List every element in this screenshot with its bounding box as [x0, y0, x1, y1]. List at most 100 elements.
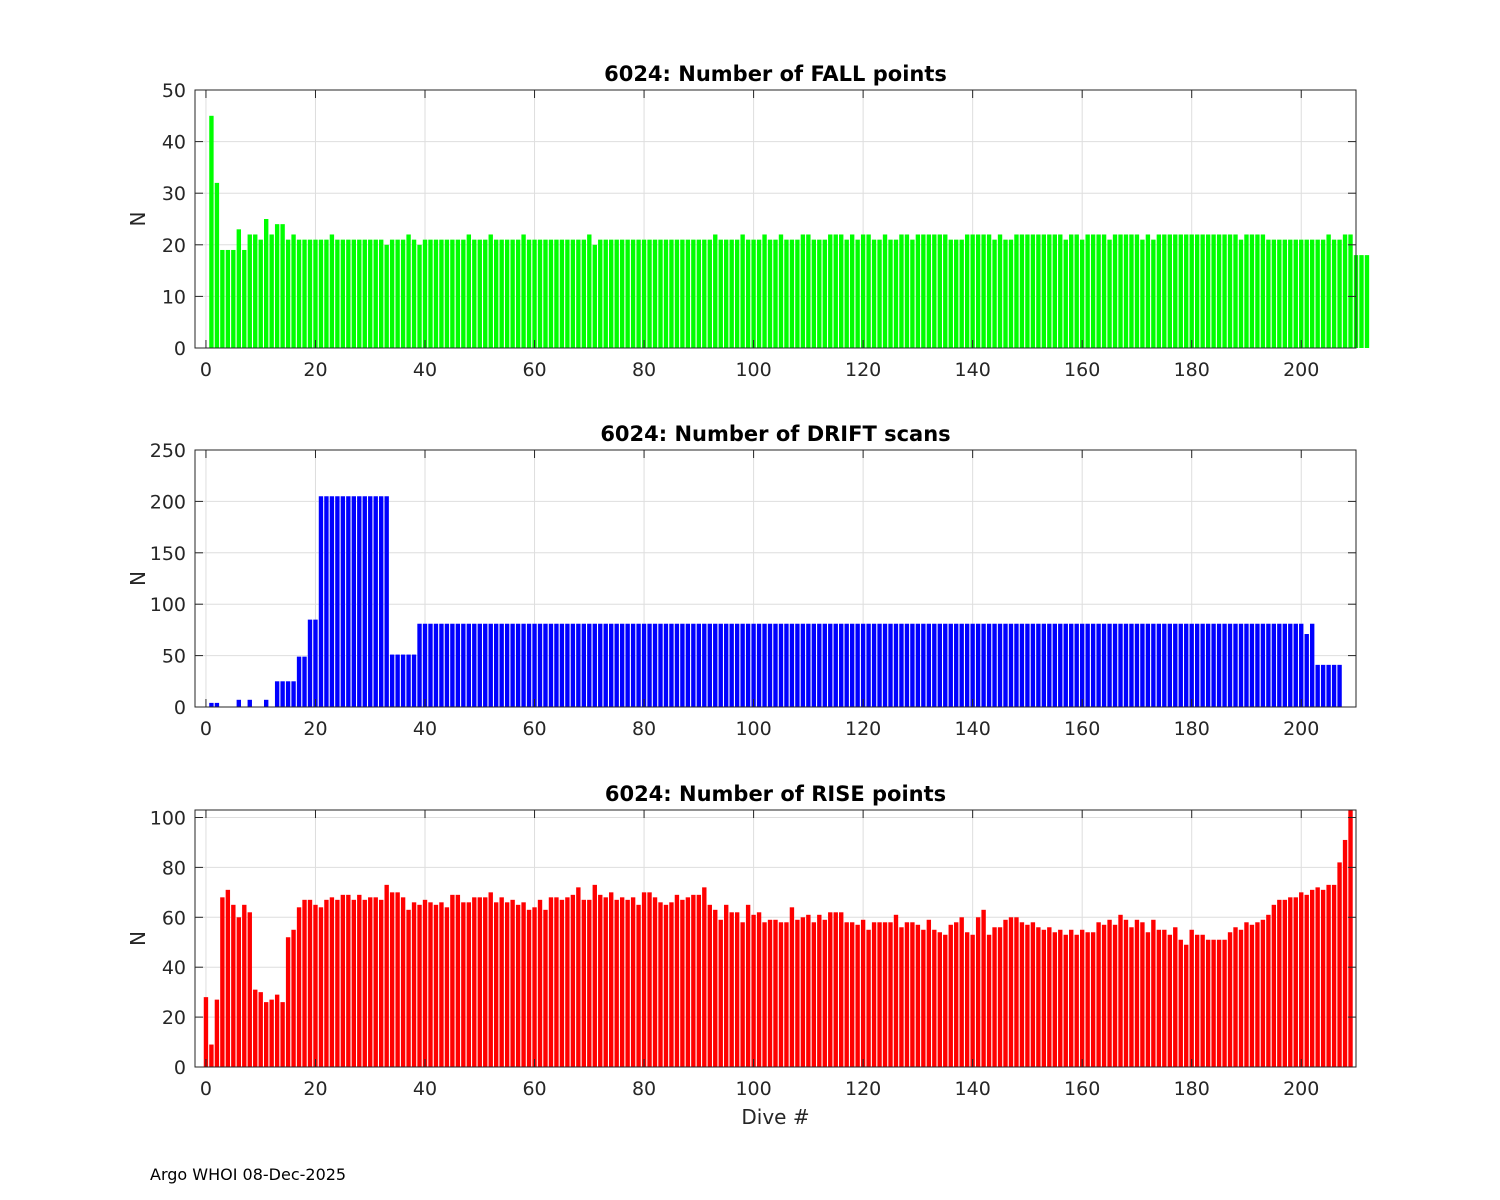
- bar: [948, 239, 953, 348]
- y-tick-label: 250: [150, 440, 186, 462]
- bar: [379, 496, 384, 707]
- bar: [1173, 234, 1178, 348]
- bar: [389, 654, 395, 707]
- bar: [433, 904, 439, 1067]
- x-tick-label: 40: [413, 718, 437, 740]
- bar: [1090, 234, 1096, 348]
- bar: [389, 239, 395, 348]
- bar: [937, 932, 942, 1067]
- bar: [455, 894, 461, 1067]
- bar: [734, 623, 740, 707]
- bar: [866, 234, 871, 348]
- bar: [1364, 255, 1370, 348]
- bar: [932, 623, 937, 707]
- bar: [800, 623, 806, 707]
- bar: [335, 239, 340, 348]
- bar: [1112, 924, 1118, 1067]
- bar: [258, 992, 263, 1067]
- bar: [395, 892, 400, 1067]
- bar: [910, 623, 915, 707]
- y-tick-label: 0: [174, 338, 186, 360]
- bar: [1211, 623, 1216, 707]
- bar: [373, 239, 378, 348]
- bar: [214, 182, 220, 348]
- bar: [1342, 839, 1348, 1067]
- bar: [855, 924, 860, 1067]
- bar: [844, 239, 849, 348]
- bar: [1030, 623, 1036, 707]
- bar: [1304, 894, 1309, 1067]
- y-tick-label: 150: [150, 543, 186, 565]
- x-axis-label: Dive #: [741, 1105, 809, 1129]
- bar: [1173, 623, 1178, 707]
- bar: [888, 623, 893, 707]
- bar: [455, 623, 461, 707]
- bar: [1216, 939, 1222, 1067]
- bar: [433, 239, 439, 348]
- bar: [630, 897, 636, 1067]
- bar: [899, 234, 904, 348]
- bar: [242, 904, 247, 1067]
- bar: [236, 699, 242, 707]
- y-tick-label: 30: [162, 183, 186, 205]
- bar: [1326, 234, 1331, 348]
- bar: [943, 934, 948, 1067]
- bar: [652, 897, 658, 1067]
- bar: [893, 623, 899, 707]
- bar: [1151, 623, 1156, 707]
- bar: [713, 623, 718, 707]
- bar: [1326, 664, 1331, 707]
- bar: [860, 623, 866, 707]
- bar: [647, 623, 652, 707]
- bar: [822, 623, 827, 707]
- bar: [1047, 234, 1052, 348]
- bar: [1244, 922, 1249, 1067]
- bar: [417, 904, 422, 1067]
- bar: [253, 234, 258, 348]
- bar: [729, 912, 734, 1067]
- bar: [718, 239, 723, 348]
- bar: [488, 234, 493, 348]
- bar: [1129, 927, 1134, 1067]
- bar: [291, 681, 296, 707]
- x-tick-label: 80: [632, 1078, 656, 1100]
- bar: [1293, 239, 1298, 348]
- bar: [860, 234, 866, 348]
- bar: [340, 239, 346, 348]
- bar: [795, 239, 800, 348]
- bar: [1134, 234, 1140, 348]
- bar: [773, 919, 778, 1067]
- bar: [379, 899, 384, 1067]
- x-tick-label: 160: [1064, 718, 1100, 740]
- bar: [395, 239, 400, 348]
- bar: [1178, 234, 1183, 348]
- bar: [981, 623, 986, 707]
- bar: [521, 234, 526, 348]
- bar: [247, 234, 252, 348]
- bar: [997, 234, 1003, 348]
- bar: [1315, 664, 1320, 707]
- bar: [439, 902, 444, 1067]
- bar: [483, 897, 488, 1067]
- bar: [1036, 623, 1041, 707]
- bar: [581, 899, 587, 1067]
- bar: [400, 654, 406, 707]
- bar: [729, 623, 734, 707]
- bar: [1189, 929, 1194, 1067]
- bar: [713, 234, 718, 348]
- bar: [647, 892, 652, 1067]
- bar: [828, 912, 833, 1067]
- bar: [274, 994, 280, 1067]
- bar: [948, 924, 953, 1067]
- bar: [515, 904, 521, 1067]
- bar: [417, 623, 422, 707]
- bar: [1123, 234, 1129, 348]
- bar: [400, 897, 406, 1067]
- bar: [598, 894, 603, 1067]
- bar: [477, 239, 482, 348]
- bar: [795, 919, 800, 1067]
- bar: [1107, 919, 1112, 1067]
- bar: [346, 496, 351, 707]
- bar: [494, 239, 499, 348]
- bar: [417, 244, 422, 348]
